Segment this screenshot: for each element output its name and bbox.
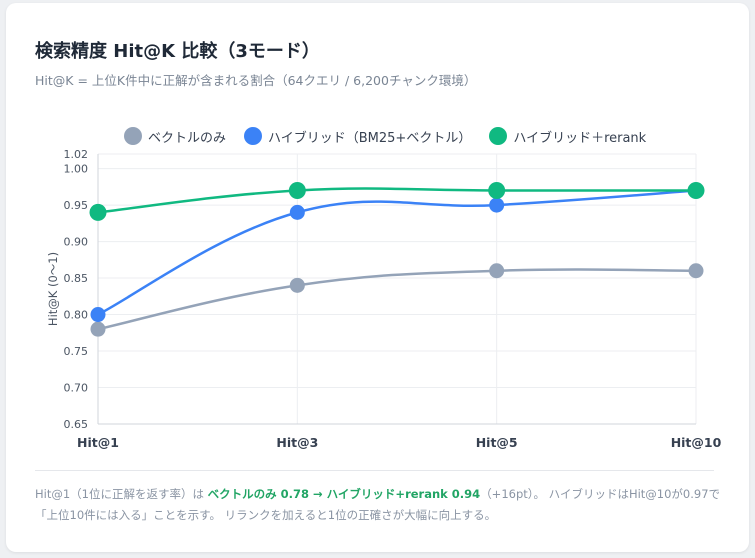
legend-swatch-vector <box>124 127 142 145</box>
x-tick-label: Hit@5 <box>476 435 518 450</box>
series-line-hybrid-rerank <box>97 187 696 214</box>
data-point-vector <box>289 277 305 293</box>
x-tick-label: Hit@3 <box>276 435 318 450</box>
data-point-hybrid <box>90 307 106 323</box>
y-tick-label: 0.90 <box>64 236 89 249</box>
data-point-vector <box>489 263 505 279</box>
data-point-hybrid <box>289 204 305 220</box>
footnote-text-2: （+16pt）。 ハイブリッドはHit@10が0.97で「上位10件には入る」こ… <box>35 487 721 522</box>
legend-item-hybrid-rerank[interactable]: ハイブリッド＋rerank <box>489 127 646 146</box>
y-tick-label: 1.02 <box>64 148 89 161</box>
data-point-hybrid-rerank <box>89 203 107 221</box>
x-tick-label: Hit@10 <box>671 435 722 450</box>
y-tick-label: 0.95 <box>64 199 89 212</box>
footnote-highlight: ベクトルのみ 0.78 → ハイブリッド+rerank 0.94 <box>207 487 481 501</box>
y-tick-label: 0.80 <box>64 309 89 322</box>
y-tick-label: 1.00 <box>64 163 89 176</box>
footnote-divider <box>35 470 714 471</box>
page-title: 検索精度 Hit@K 比較（3モード） <box>35 41 320 62</box>
data-point-hybrid <box>489 197 505 213</box>
legend-swatch-hybrid <box>244 127 263 145</box>
data-point-hybrid-rerank <box>488 181 506 199</box>
legend-label-vector: ベクトルのみ <box>148 130 227 146</box>
footnote: Hit@1（1位に正解を返す率）は ベクトルのみ 0.78 → ハイブリッド+r… <box>35 484 725 526</box>
series-line-hybrid <box>97 189 697 316</box>
y-tick-label: 0.75 <box>64 345 89 358</box>
y-axis-label: Hit@K (0〜1) <box>46 252 60 326</box>
y-tick-label: 0.85 <box>64 272 89 285</box>
legend-swatch-hybrid-rerank <box>489 127 508 145</box>
legend-item-hybrid[interactable]: ハイブリッド（BM25+ベクトル） <box>244 127 471 146</box>
data-point-hybrid-rerank <box>288 181 306 199</box>
page-subtitle: Hit@K = 上位K件中に正解が含まれる割合（64クエリ / 6,200チャン… <box>35 73 477 88</box>
chart-card <box>6 3 749 552</box>
data-point-vector <box>90 321 106 337</box>
legend-label-hybrid: ハイブリッド（BM25+ベクトル） <box>268 130 472 146</box>
chart-legend: ベクトルのみ ハイブリッド（BM25+ベクトル） ハイブリッド＋rerank <box>124 123 646 149</box>
x-tick-label: Hit@1 <box>77 435 119 450</box>
legend-item-vector[interactable]: ベクトルのみ <box>124 127 226 146</box>
footnote-text-1: Hit@1（1位に正解を返す率）は <box>35 487 208 501</box>
series-line-vector <box>97 268 697 331</box>
legend-label-hybrid-rerank: ハイブリッド＋rerank <box>513 130 647 146</box>
y-tick-label: 0.70 <box>64 382 89 395</box>
data-point-hybrid-rerank <box>687 181 705 199</box>
data-point-vector <box>688 263 704 279</box>
y-tick-label: 0.65 <box>64 418 89 431</box>
